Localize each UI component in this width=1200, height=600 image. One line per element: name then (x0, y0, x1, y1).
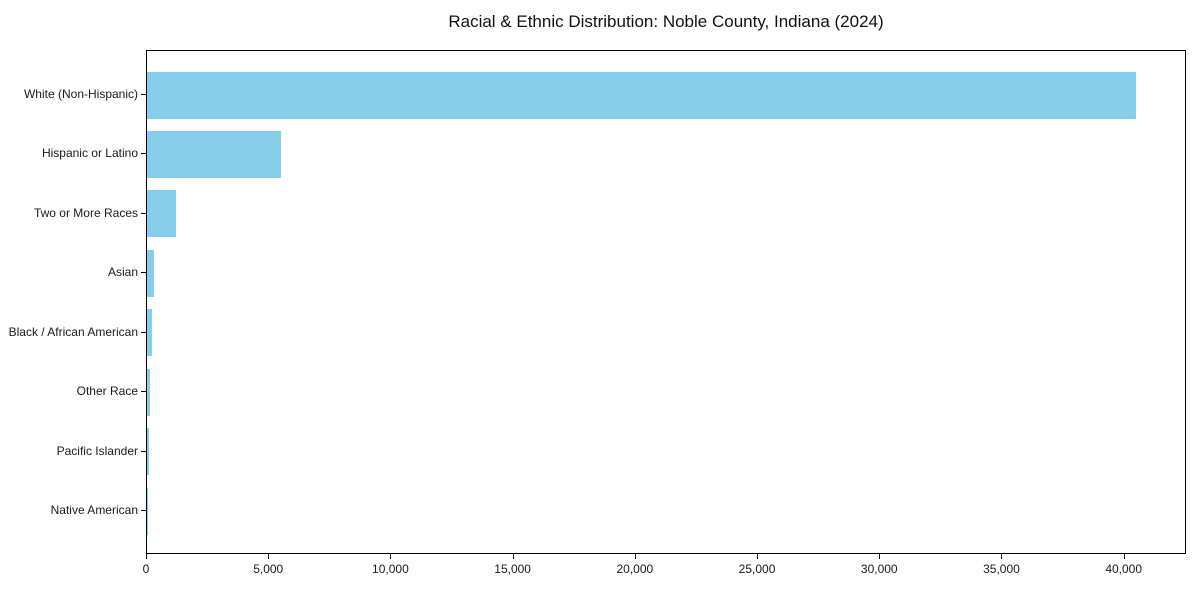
bar-other-race (147, 368, 151, 416)
x-tick-mark (268, 554, 270, 559)
y-tick-label: Asian (107, 265, 138, 280)
bar-black-african-american (147, 309, 152, 357)
y-tick-label: Native American (50, 503, 138, 517)
y-tick-mark (141, 391, 146, 393)
y-tick-label: Pacific Islander (56, 443, 138, 458)
plot-area (146, 50, 1186, 554)
y-tick-label: Hispanic or Latino (41, 146, 138, 161)
y-tick-label: Other Race (76, 384, 138, 399)
bar-white-non-hispanic (147, 71, 1137, 119)
bar-native-american (147, 487, 148, 535)
x-tick-label: 10,000 (372, 562, 409, 576)
x-tick-mark (879, 554, 881, 559)
y-tick-label: Two or More Races (33, 205, 138, 220)
x-tick-label: 35,000 (983, 562, 1020, 576)
x-tick-mark (1123, 554, 1125, 559)
x-tick-label: 0 (142, 562, 150, 576)
bar-two-or-more-races (147, 190, 176, 238)
y-tick-mark (141, 272, 146, 274)
y-tick-mark (141, 212, 146, 214)
x-tick-label: 5,000 (253, 562, 284, 576)
y-tick-label: Black / African American (8, 324, 138, 339)
x-tick-label: 40,000 (1105, 562, 1143, 576)
bar-hispanic-or-latino (147, 130, 281, 178)
y-tick-label: White (Non-Hispanic) (23, 87, 138, 101)
x-tick-label: 25,000 (738, 562, 776, 576)
y-tick-mark (141, 450, 146, 452)
x-tick-label: 20,000 (616, 562, 654, 576)
chart-title: Racial & Ethnic Distribution: Noble Coun… (448, 12, 884, 31)
y-tick-mark (141, 153, 146, 155)
x-tick-mark (390, 554, 392, 559)
bar-asian (147, 249, 155, 297)
y-tick-mark (141, 94, 146, 95)
y-tick-mark (141, 510, 146, 511)
x-tick-mark (512, 554, 514, 559)
x-tick-label: 15,000 (494, 562, 531, 576)
bar-pacific-islander (147, 428, 150, 476)
x-tick-mark (146, 554, 147, 559)
x-tick-mark (757, 554, 759, 559)
x-tick-mark (1001, 554, 1003, 559)
x-tick-label: 30,000 (860, 562, 898, 576)
y-tick-mark (141, 331, 146, 333)
x-tick-mark (634, 554, 636, 559)
